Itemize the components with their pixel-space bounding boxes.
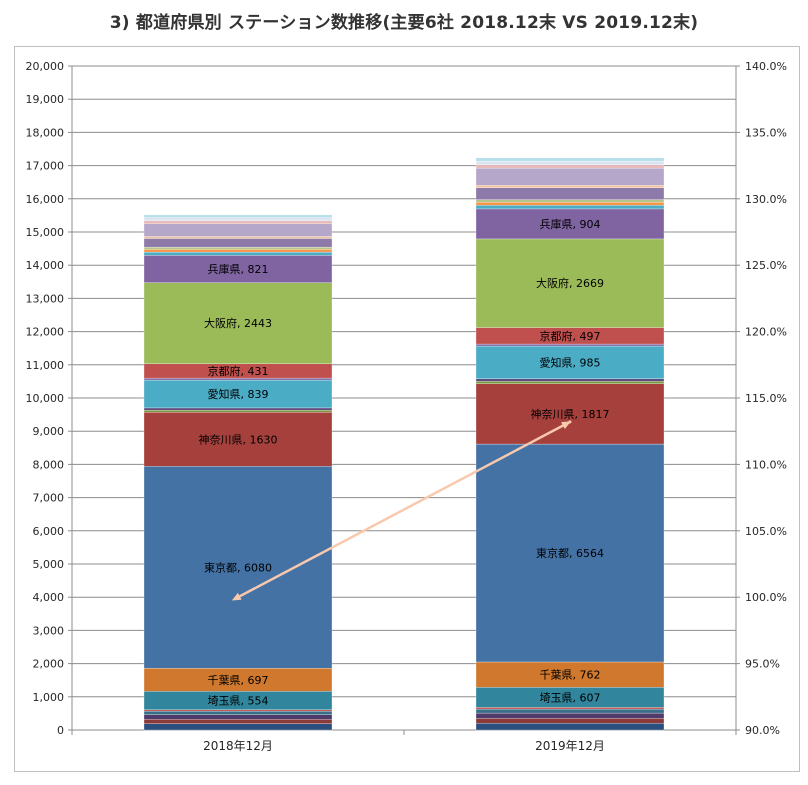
data-label: 愛知県, 839 xyxy=(208,387,269,401)
bar-segment-segment-20 xyxy=(475,185,665,188)
data-label: 兵庫県, 821 xyxy=(208,262,269,276)
bar-segment-segment-23 xyxy=(143,217,333,222)
y-tick-label: 19,000 xyxy=(26,93,65,106)
data-label: 東京都, 6080 xyxy=(204,560,272,574)
y-tick-label: 11,000 xyxy=(26,359,65,372)
ratio-point xyxy=(568,420,572,424)
bar-segment-segment-4 xyxy=(143,709,333,712)
y2-tick-label: 90.0% xyxy=(745,724,780,737)
data-label: 神奈川県, 1630 xyxy=(199,432,278,446)
bar-segment-segment-3 xyxy=(143,710,333,715)
bar-segment-segment-12 xyxy=(143,377,333,381)
y2-tick-label: 115.0% xyxy=(745,392,787,405)
bar-segment-千葉県 xyxy=(475,661,665,688)
bar-segment-segment-1 xyxy=(143,719,333,724)
bar-segment-segment-23 xyxy=(475,160,665,165)
data-label: 京都府, 497 xyxy=(540,329,601,343)
bar-segment-segment-18 xyxy=(143,246,333,250)
data-label: 千葉県, 697 xyxy=(208,673,269,687)
y2-tick-label: 130.0% xyxy=(745,193,787,206)
bar-segment-segment-24 xyxy=(143,214,333,218)
y-tick-label: 17,000 xyxy=(26,160,65,173)
bar-segment-愛知県 xyxy=(143,379,333,409)
ratio-point xyxy=(236,595,240,599)
bar-segment-兵庫県 xyxy=(475,208,665,240)
bar-segment-segment-10 xyxy=(475,378,665,382)
bar-segment-segment-9 xyxy=(475,381,665,384)
y-tick-label: 12,000 xyxy=(26,326,65,339)
data-label: 京都府, 431 xyxy=(208,364,269,378)
y-tick-label: 1,000 xyxy=(33,691,65,704)
y2-tick-label: 95.0% xyxy=(745,658,780,671)
bar-segment-大阪府 xyxy=(475,238,665,328)
bar-segment-segment-17 xyxy=(475,202,665,206)
bar-segment-segment-19 xyxy=(475,187,665,200)
data-label: 千葉県, 762 xyxy=(540,668,601,682)
y-tick-label: 2,000 xyxy=(33,658,65,671)
bar-segment-segment-17 xyxy=(143,249,333,253)
y-tick-label: 18,000 xyxy=(26,126,65,139)
y-tick-label: 10,000 xyxy=(26,392,65,405)
bar-segment-segment-4 xyxy=(475,707,665,710)
x-tick-label: 2019年12月 xyxy=(535,739,605,753)
y-tick-label: 6,000 xyxy=(33,525,65,538)
bar-segment-segment-16 xyxy=(475,205,665,210)
bar-segment-兵庫県 xyxy=(143,255,333,283)
y-tick-label: 16,000 xyxy=(26,193,65,206)
bar-segment-segment-2 xyxy=(143,714,333,720)
y-tick-label: 7,000 xyxy=(33,492,65,505)
bar-segment-segment-22 xyxy=(475,164,665,169)
data-label: 埼玉県, 607 xyxy=(540,690,601,704)
bar-segment-segment-19 xyxy=(143,238,333,248)
bar-segment-segment-12 xyxy=(475,343,665,347)
data-label: 愛知県, 985 xyxy=(540,355,601,369)
data-label: 大阪府, 2669 xyxy=(536,276,604,290)
y-tick-label: 0 xyxy=(57,724,64,737)
ratio-line xyxy=(231,420,571,601)
y-tick-label: 5,000 xyxy=(33,558,65,571)
y2-tick-label: 100.0% xyxy=(745,591,787,604)
data-label: 神奈川県, 1817 xyxy=(531,407,610,421)
bar-segment-segment-21 xyxy=(475,167,665,186)
y2-tick-label: 120.0% xyxy=(745,326,787,339)
y-tick-label: 15,000 xyxy=(26,226,65,239)
bar-segment-segment-18 xyxy=(475,199,665,203)
bar-segment-愛知県 xyxy=(475,345,665,379)
bar-segment-segment-1 xyxy=(475,718,665,724)
bar-segment-segment-16 xyxy=(143,251,333,256)
y2-tick-label: 110.0% xyxy=(745,458,787,471)
bar-segment-segment-21 xyxy=(143,223,333,237)
y-tick-label: 4,000 xyxy=(33,591,65,604)
chart-title: 3) 都道府県別 ステーション数推移(主要6社 2018.12末 VS 2019… xyxy=(109,13,699,33)
data-label: 東京都, 6564 xyxy=(536,546,604,560)
data-label: 兵庫県, 904 xyxy=(540,217,601,231)
bar-segment-segment-10 xyxy=(143,407,333,411)
y2-tick-label: 125.0% xyxy=(745,259,787,272)
y-tick-label: 14,000 xyxy=(26,259,65,272)
bar-segment-segment-0 xyxy=(475,723,665,731)
bar-segment-大阪府 xyxy=(143,282,333,364)
y-tick-label: 3,000 xyxy=(33,624,65,637)
data-label: 埼玉県, 554 xyxy=(208,694,269,708)
bar-segment-segment-22 xyxy=(143,220,333,225)
y-tick-label: 13,000 xyxy=(26,292,65,305)
chart-frame xyxy=(14,46,800,772)
y-tick-label: 9,000 xyxy=(33,425,65,438)
y-tick-label: 8,000 xyxy=(33,458,65,471)
y2-tick-label: 140.0% xyxy=(745,60,787,73)
bar-segment-segment-3 xyxy=(475,708,665,714)
bar-segment-segment-9 xyxy=(143,410,333,413)
bar-segment-segment-0 xyxy=(143,723,333,731)
bar-segment-segment-2 xyxy=(475,712,665,719)
bar-segment-segment-20 xyxy=(143,236,333,239)
y2-tick-label: 105.0% xyxy=(745,525,787,538)
data-label: 大阪府, 2443 xyxy=(204,316,272,330)
y-tick-label: 20,000 xyxy=(26,60,65,73)
bar-segment-segment-24 xyxy=(475,157,665,162)
x-tick-label: 2018年12月 xyxy=(203,739,273,753)
y2-tick-label: 135.0% xyxy=(745,126,787,139)
